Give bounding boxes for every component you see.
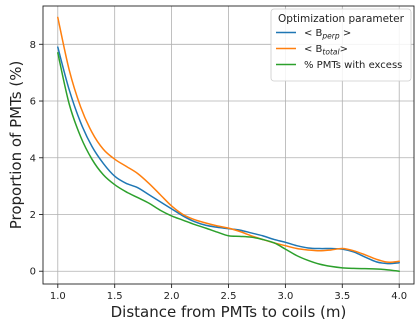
y-tick-label: 0: [30, 267, 36, 278]
y-axis-label: Proportion of PMTs (%): [7, 61, 25, 230]
x-tick-label: 1.0: [50, 291, 66, 302]
legend-items: < Bperp >< Btotal>% PMTs with excess: [276, 28, 402, 71]
legend-label-subscript: total: [322, 48, 340, 57]
x-tick-label: 3.5: [334, 291, 350, 302]
legend-entry-b-total: < Btotal>: [276, 44, 348, 57]
y-tick-label: 8: [30, 40, 36, 51]
legend-label-subscript: perp: [321, 32, 339, 41]
y-tick-label: 6: [30, 97, 36, 108]
legend: Optimization parameter < Bperp >< Btotal…: [270, 8, 412, 82]
x-tick-label: 2.5: [221, 291, 237, 302]
legend-title: Optimization parameter: [278, 13, 405, 25]
y-tick-label: 2: [30, 210, 36, 221]
legend-label-end: >: [340, 44, 348, 55]
y-tick-label: 4: [30, 153, 36, 164]
legend-label: % PMTs with excess: [304, 60, 402, 71]
series-layer: [57, 16, 400, 272]
legend-box: [270, 8, 412, 82]
x-tick-label: 1.5: [107, 291, 123, 302]
legend-label: < Btotal>: [304, 44, 348, 57]
legend-entry-pmts-excess: % PMTs with excess: [276, 60, 402, 71]
legend-label-main: < B: [304, 28, 323, 39]
x-tick-label: 3.0: [277, 291, 293, 302]
x-axis-label: Distance from PMTs to coils (m): [111, 303, 347, 321]
legend-label: < Bperp >: [304, 28, 351, 41]
legend-entry-b-perp: < Bperp >: [276, 28, 351, 41]
legend-label-end: >: [340, 28, 352, 39]
legend-label-main: < B: [304, 44, 323, 55]
series-b-total-line: [57, 16, 400, 263]
series-pmts-excess-line: [57, 52, 400, 272]
x-tick-label: 4.0: [391, 291, 407, 302]
y-axis: 0 2 4 6 8: [30, 40, 43, 278]
x-tick-label: 2.0: [164, 291, 180, 302]
x-axis: 1.0 1.5 2.0 2.5 3.0 3.5 4.0: [50, 284, 407, 302]
